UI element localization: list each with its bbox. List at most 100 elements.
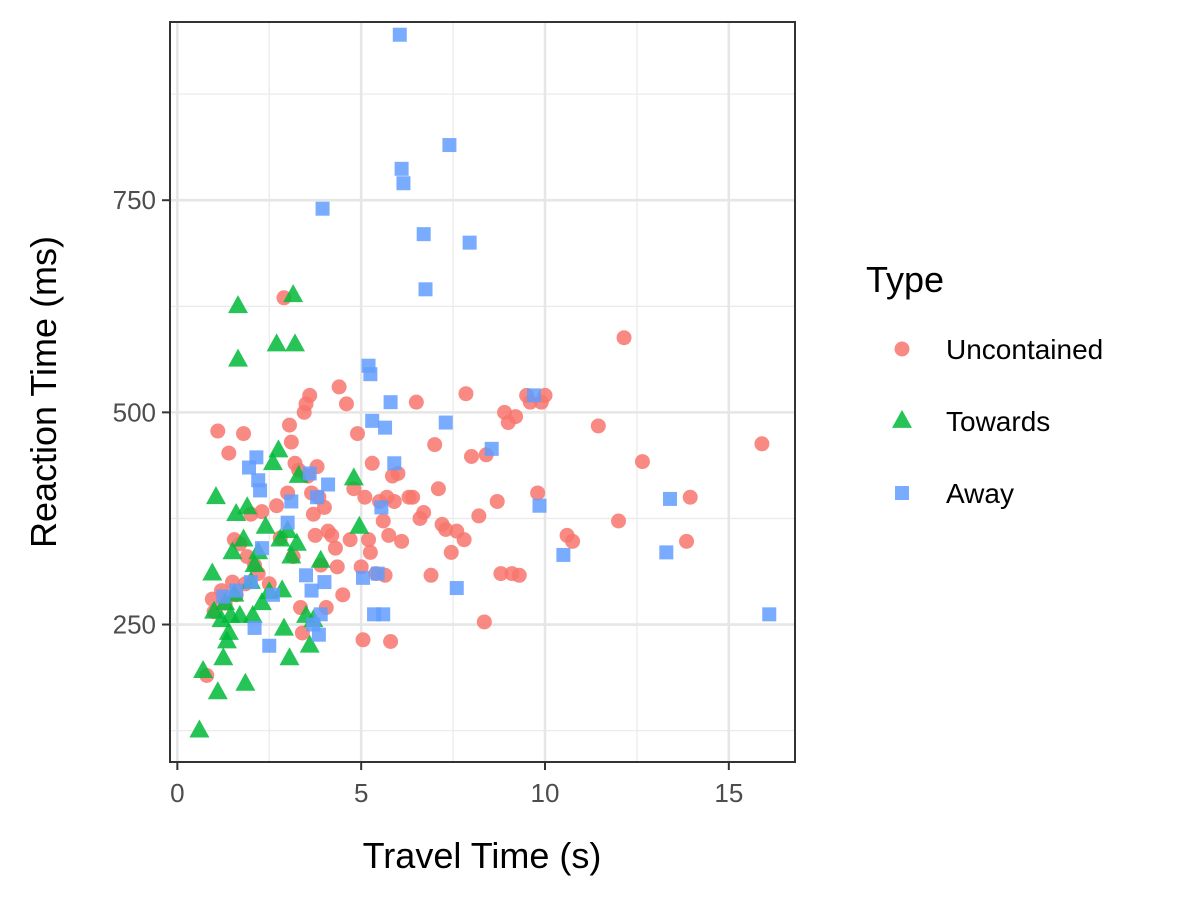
data-point bbox=[222, 541, 243, 560]
data-point bbox=[349, 515, 370, 534]
legend-label: Towards bbox=[946, 406, 1050, 437]
data-point bbox=[537, 387, 553, 403]
data-point bbox=[616, 330, 632, 346]
data-point bbox=[386, 493, 402, 509]
data-point bbox=[313, 607, 328, 622]
data-point bbox=[210, 423, 226, 439]
data-point bbox=[268, 439, 289, 458]
data-point bbox=[663, 491, 677, 506]
data-point bbox=[463, 448, 479, 464]
data-point bbox=[511, 567, 527, 583]
legend-item-towards: Towards bbox=[892, 406, 1050, 437]
data-point bbox=[374, 500, 389, 515]
data-point bbox=[484, 441, 499, 456]
data-point bbox=[363, 367, 378, 382]
y-axis-title: Reaction Time (ms) bbox=[23, 236, 64, 548]
data-point bbox=[253, 483, 268, 498]
data-point bbox=[590, 418, 606, 434]
x-axis: 0 5 10 15 bbox=[170, 762, 743, 808]
data-point bbox=[430, 481, 446, 497]
data-point bbox=[254, 541, 269, 556]
data-point bbox=[361, 532, 377, 548]
y-axis: 250 500 750 bbox=[113, 185, 170, 640]
data-point bbox=[294, 625, 310, 641]
data-point bbox=[321, 477, 336, 492]
data-point bbox=[381, 527, 397, 543]
data-point bbox=[254, 504, 270, 520]
data-point bbox=[255, 515, 276, 534]
data-point bbox=[202, 562, 223, 581]
data-point bbox=[299, 634, 320, 653]
data-point bbox=[273, 617, 294, 636]
legend-item-away: Away bbox=[895, 478, 1014, 509]
y-tick-label: 500 bbox=[113, 397, 156, 427]
data-point bbox=[242, 604, 263, 623]
data-point bbox=[247, 620, 262, 635]
data-point bbox=[443, 544, 459, 560]
series-towards bbox=[189, 284, 370, 738]
data-point bbox=[462, 235, 477, 250]
data-point bbox=[218, 621, 239, 640]
data-point bbox=[338, 396, 354, 412]
data-point bbox=[302, 387, 318, 403]
plot-panel-border bbox=[169, 21, 796, 763]
data-point bbox=[279, 647, 300, 666]
data-point bbox=[634, 454, 650, 470]
x-tick-label: 0 bbox=[170, 778, 184, 808]
data-point bbox=[305, 506, 321, 522]
data-point bbox=[565, 533, 581, 549]
data-point bbox=[228, 295, 249, 314]
data-point bbox=[262, 638, 277, 653]
data-points bbox=[189, 27, 777, 738]
data-point bbox=[356, 570, 371, 585]
data-point bbox=[205, 486, 226, 505]
data-point bbox=[342, 532, 358, 548]
y-tick-label: 750 bbox=[113, 185, 156, 215]
x-axis-title: Travel Time (s) bbox=[363, 835, 602, 876]
legend-label: Uncontained bbox=[946, 334, 1103, 365]
data-point bbox=[370, 566, 385, 581]
data-point bbox=[458, 386, 474, 402]
data-point bbox=[526, 388, 541, 403]
data-point bbox=[235, 672, 256, 691]
data-point bbox=[357, 489, 373, 505]
data-point bbox=[216, 589, 231, 604]
data-point bbox=[392, 27, 407, 42]
y-tick-label: 250 bbox=[113, 610, 156, 640]
data-point bbox=[365, 413, 380, 428]
legend-item-uncontained: Uncontained bbox=[894, 334, 1103, 365]
data-point bbox=[762, 607, 777, 622]
data-point bbox=[266, 333, 287, 352]
data-point bbox=[471, 508, 487, 524]
data-point bbox=[307, 527, 323, 543]
major-gridlines bbox=[170, 22, 795, 762]
data-point bbox=[611, 513, 627, 529]
data-point bbox=[244, 553, 265, 572]
data-point bbox=[329, 559, 345, 575]
data-point bbox=[375, 513, 391, 529]
data-point bbox=[286, 532, 307, 551]
data-point bbox=[327, 540, 343, 556]
data-point bbox=[302, 466, 317, 481]
data-point bbox=[476, 614, 492, 630]
data-point bbox=[383, 633, 399, 649]
data-point bbox=[317, 575, 332, 590]
data-point bbox=[243, 575, 258, 590]
legend-key-circle bbox=[894, 341, 910, 357]
x-tick-label: 5 bbox=[354, 778, 368, 808]
data-point bbox=[237, 496, 258, 515]
data-point bbox=[508, 409, 524, 425]
data-point bbox=[416, 227, 431, 242]
data-point bbox=[193, 660, 214, 679]
data-point bbox=[350, 426, 365, 442]
data-point bbox=[299, 568, 314, 583]
data-point bbox=[310, 490, 325, 505]
data-point bbox=[262, 452, 283, 471]
data-point bbox=[355, 632, 371, 648]
data-point bbox=[396, 176, 411, 191]
legend: Type Uncontained Towards Away bbox=[866, 259, 1103, 509]
data-point bbox=[405, 489, 421, 505]
legend-key-square bbox=[895, 486, 909, 500]
data-point bbox=[442, 138, 457, 153]
data-point bbox=[376, 607, 391, 622]
